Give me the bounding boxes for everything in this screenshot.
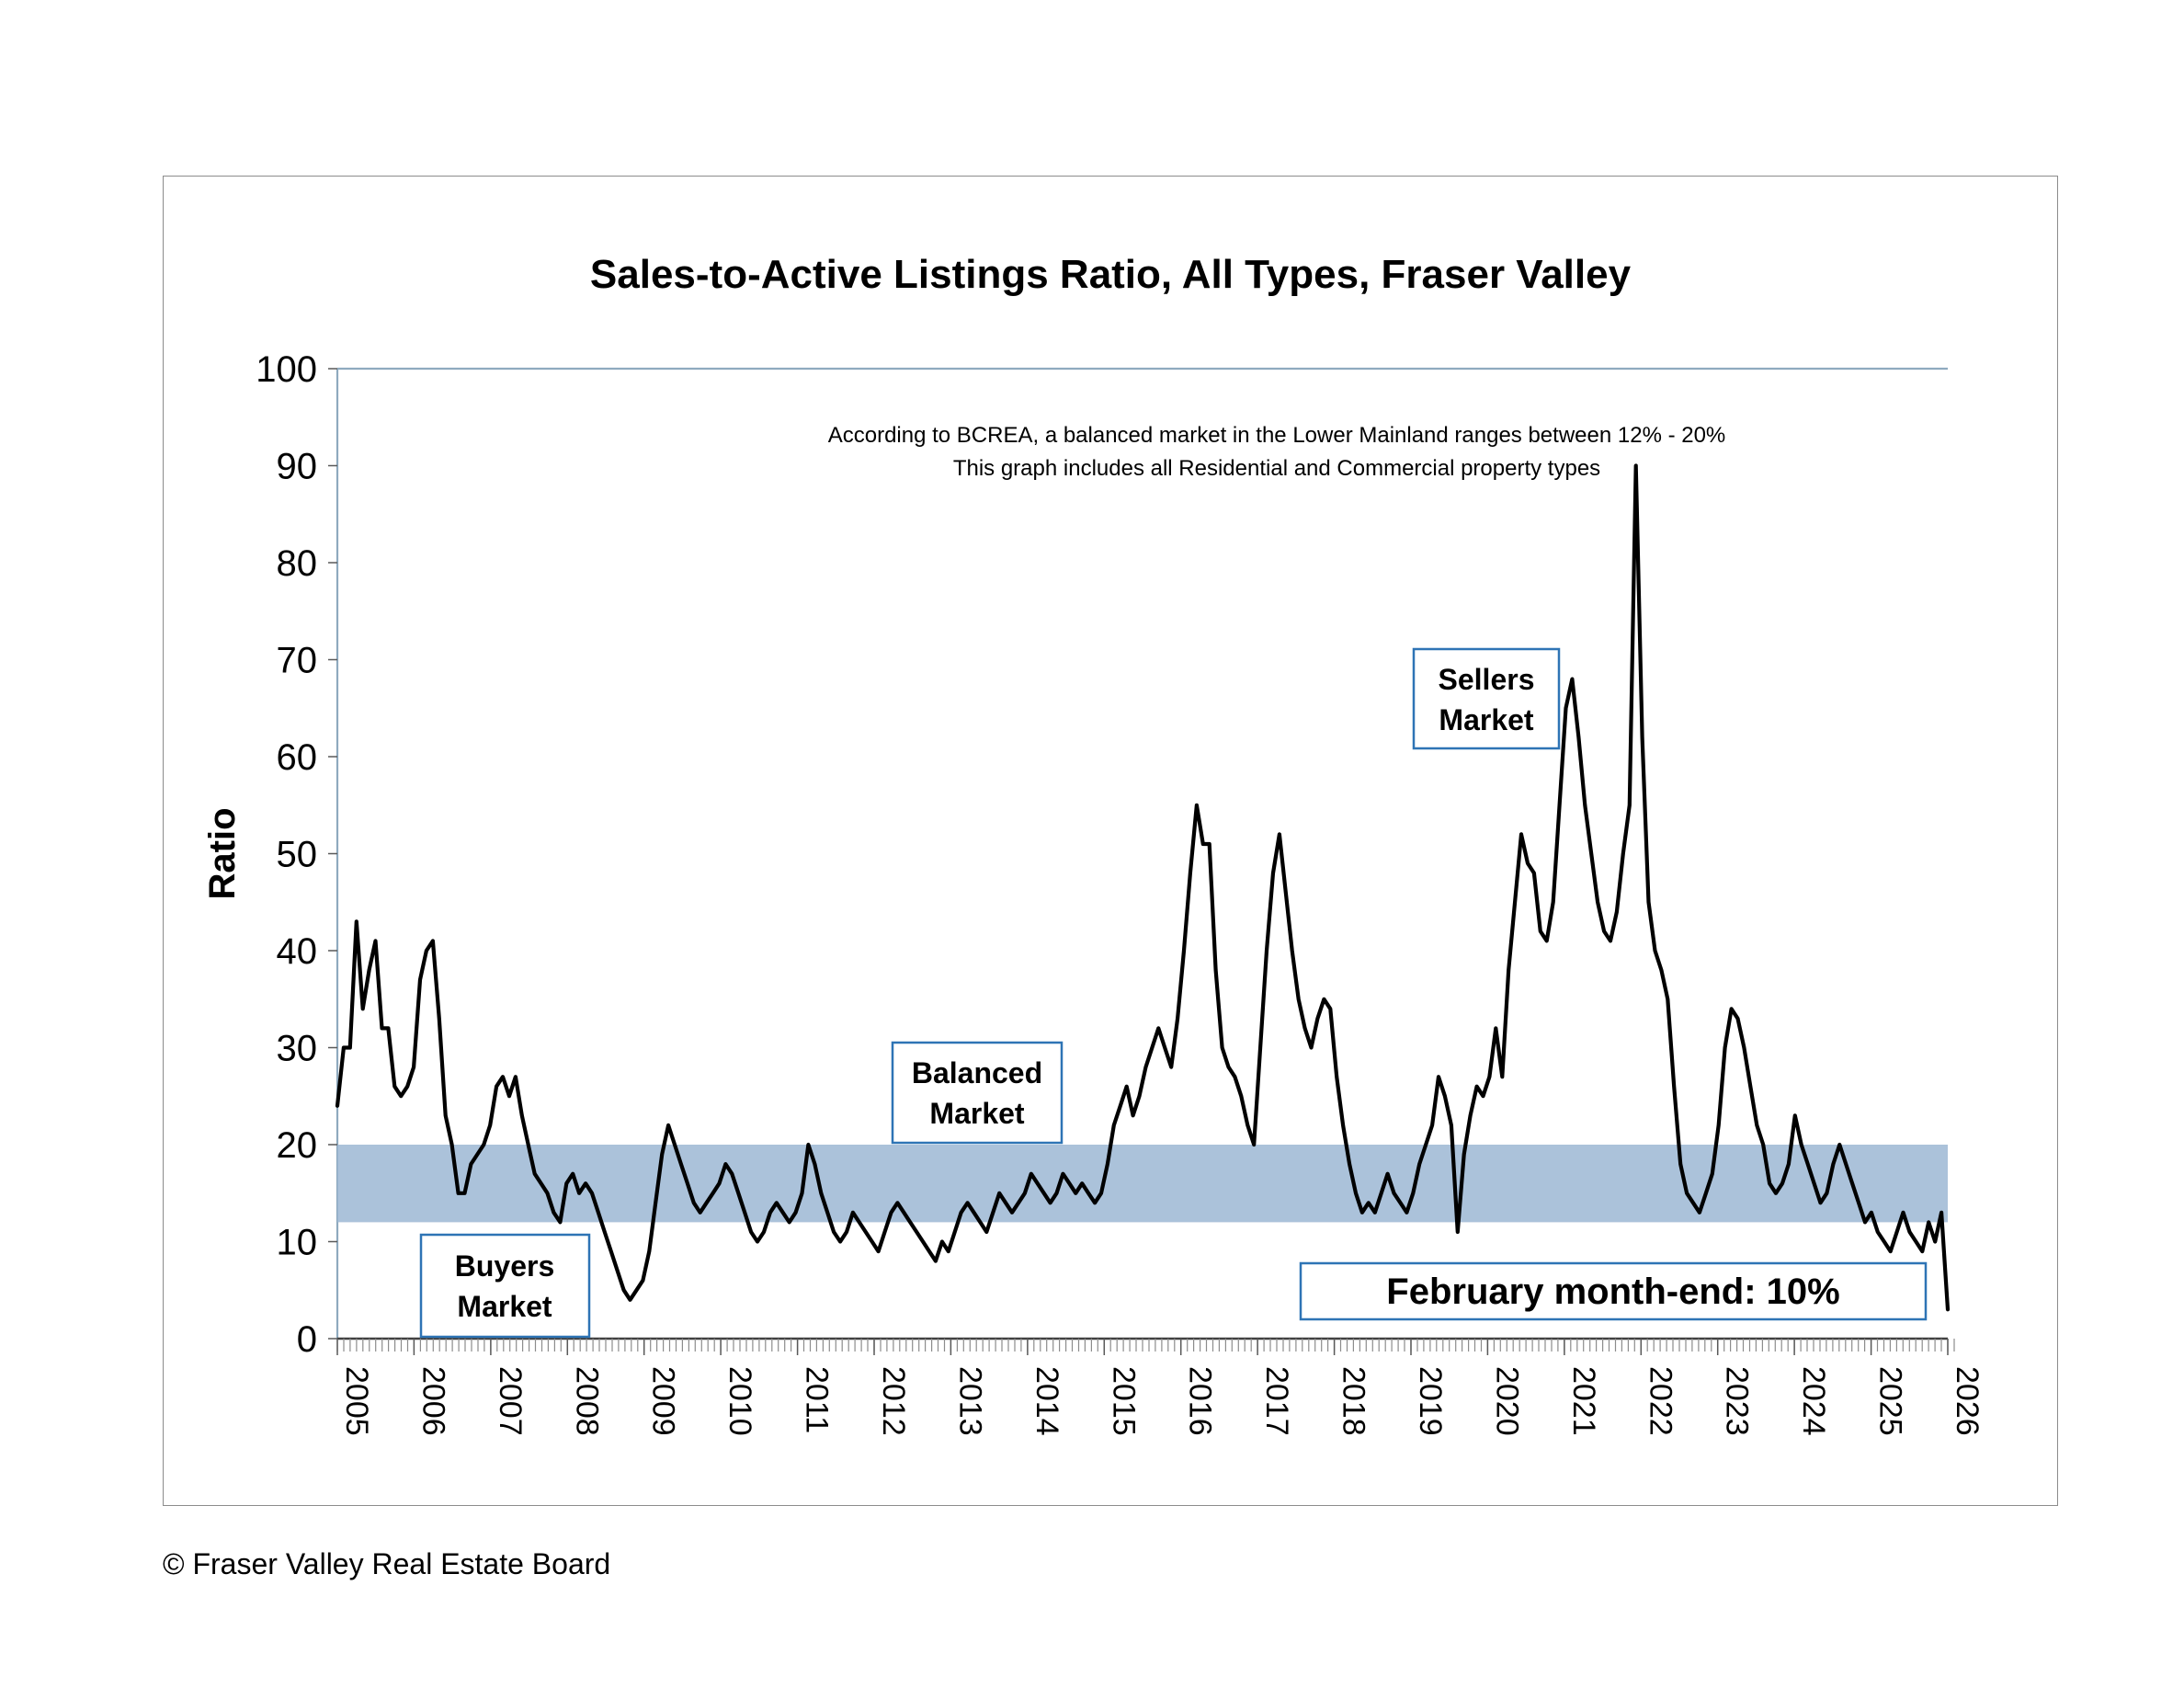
svg-text:2025: 2025 bbox=[1873, 1366, 1908, 1436]
svg-text:2022: 2022 bbox=[1643, 1366, 1678, 1436]
svg-text:2017: 2017 bbox=[1259, 1366, 1294, 1436]
svg-text:2007: 2007 bbox=[493, 1366, 528, 1436]
svg-text:Balanced: Balanced bbox=[912, 1056, 1042, 1089]
svg-text:2026: 2026 bbox=[1950, 1366, 1985, 1436]
svg-text:February month-end: 10%: February month-end: 10% bbox=[1386, 1272, 1839, 1312]
svg-text:100: 100 bbox=[256, 349, 317, 390]
svg-text:2023: 2023 bbox=[1720, 1366, 1755, 1436]
svg-text:2015: 2015 bbox=[1106, 1366, 1141, 1436]
svg-text:2010: 2010 bbox=[722, 1366, 757, 1436]
svg-text:2021: 2021 bbox=[1566, 1366, 1601, 1436]
svg-text:2020: 2020 bbox=[1489, 1366, 1524, 1436]
svg-text:2024: 2024 bbox=[1796, 1366, 1831, 1436]
svg-text:Market: Market bbox=[1439, 703, 1534, 736]
svg-text:2008: 2008 bbox=[569, 1366, 604, 1436]
svg-text:2009: 2009 bbox=[646, 1366, 681, 1436]
svg-text:2016: 2016 bbox=[1183, 1366, 1218, 1436]
svg-text:2006: 2006 bbox=[415, 1366, 450, 1436]
svg-text:2018: 2018 bbox=[1337, 1366, 1371, 1436]
svg-text:According to BCREA, a balanced: According to BCREA, a balanced market in… bbox=[828, 423, 1726, 448]
svg-text:20: 20 bbox=[277, 1125, 318, 1166]
svg-text:Market: Market bbox=[929, 1097, 1025, 1130]
svg-text:50: 50 bbox=[277, 835, 318, 875]
svg-text:0: 0 bbox=[297, 1319, 317, 1360]
svg-text:80: 80 bbox=[277, 543, 318, 584]
svg-text:70: 70 bbox=[277, 641, 318, 681]
svg-text:Market: Market bbox=[457, 1290, 552, 1323]
svg-text:2013: 2013 bbox=[952, 1366, 987, 1436]
svg-text:60: 60 bbox=[277, 737, 318, 778]
svg-text:10: 10 bbox=[277, 1223, 318, 1263]
svg-text:Buyers: Buyers bbox=[455, 1249, 555, 1283]
svg-text:This graph includes all Reside: This graph includes all Residential and … bbox=[953, 456, 1600, 481]
svg-text:Ratio: Ratio bbox=[202, 808, 243, 900]
svg-text:30: 30 bbox=[277, 1029, 318, 1069]
svg-text:Sellers: Sellers bbox=[1439, 663, 1535, 696]
svg-text:2005: 2005 bbox=[339, 1366, 374, 1436]
svg-text:2019: 2019 bbox=[1413, 1366, 1448, 1436]
svg-text:2014: 2014 bbox=[1029, 1366, 1064, 1436]
svg-text:2012: 2012 bbox=[876, 1366, 911, 1436]
svg-text:90: 90 bbox=[277, 447, 318, 487]
svg-text:40: 40 bbox=[277, 931, 318, 972]
svg-text:2011: 2011 bbox=[800, 1366, 835, 1433]
